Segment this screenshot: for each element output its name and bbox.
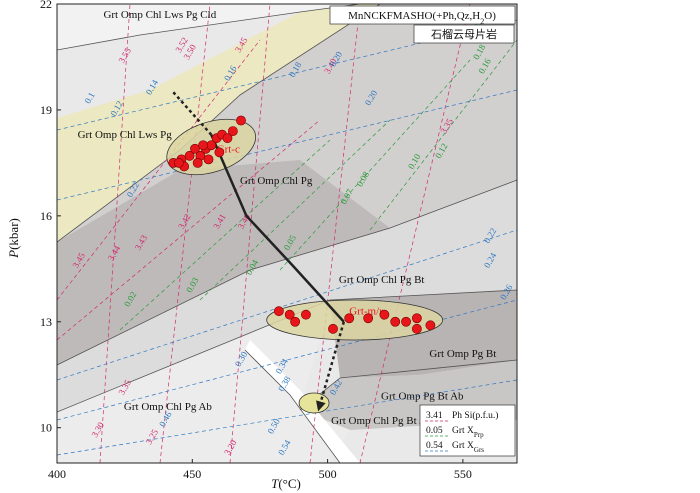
prp-isopleth xyxy=(369,39,517,231)
grt-c-point xyxy=(222,133,233,144)
grs-contour-label: 0.1 xyxy=(82,90,96,105)
legend-value: 3.41 xyxy=(426,411,443,421)
field-label: Grt Omp Chl Pg Ab xyxy=(124,401,213,413)
bt-field xyxy=(57,180,517,412)
ellipse-label: Grt-m/r xyxy=(349,306,383,318)
y-tick-label: 19 xyxy=(40,103,52,117)
grt-mr-point xyxy=(411,313,422,324)
prp-isopleth xyxy=(119,139,331,331)
grt-c-point xyxy=(214,147,225,158)
rock-label: 石榴云母片岩 xyxy=(431,27,497,41)
plot-area: 3.553.523.50 3.453.403.353.45 3.443.433.42… xyxy=(57,4,517,463)
grt-mr-point xyxy=(328,323,338,334)
rock-label-box xyxy=(413,24,515,44)
grt-mr-point xyxy=(301,309,311,320)
grt-mr-point xyxy=(390,316,401,327)
y-tick-label: 22 xyxy=(40,0,52,11)
y-tick-label: 16 xyxy=(40,209,52,223)
prp-isopleth xyxy=(199,119,391,301)
system-label-box xyxy=(329,5,516,25)
grt-c-point xyxy=(173,157,184,168)
grt-mr-point xyxy=(344,313,355,324)
field-label: Grt Omp Chl Lws Pg xyxy=(78,129,173,141)
x-tick-label: 400 xyxy=(48,467,66,481)
field-label: Grt Omp Chl Pg Bt Ab xyxy=(331,415,433,427)
cld-field xyxy=(57,4,360,50)
grt-mr-point xyxy=(401,316,411,327)
grt-mr-point xyxy=(425,320,436,331)
field-label: Grt Omp Pg Bt xyxy=(429,348,496,360)
y-tick-label: 10 xyxy=(40,421,52,435)
boundary-line xyxy=(57,289,517,413)
grt-c-point xyxy=(190,143,200,154)
field-label: Grt Omp Chl Pg xyxy=(240,175,313,187)
grs-isopleth xyxy=(57,89,517,201)
field-label: Grt Omp Chl Lws Pg Cld xyxy=(103,9,216,21)
system-label: MnNCKFMASHO(+Ph,Qz,H2O) xyxy=(348,10,496,26)
grt-c-point xyxy=(184,150,195,161)
grt-mr-point xyxy=(379,309,390,320)
x-axis-label: T(°C) xyxy=(271,476,301,491)
grt-mr-point xyxy=(284,309,295,320)
prp-isopleth xyxy=(279,59,471,271)
grt-c-point xyxy=(203,154,214,165)
x-tick-label: 500 xyxy=(319,467,337,481)
pt-path xyxy=(210,134,345,323)
grt-c-point xyxy=(198,140,209,151)
boundary-line xyxy=(244,349,341,463)
si-isopleth xyxy=(57,119,321,341)
retrograde-path xyxy=(316,321,346,412)
lws-field xyxy=(57,4,380,242)
si-isopleth xyxy=(57,39,261,301)
x-tick-label: 450 xyxy=(183,467,201,481)
field-label: Grt Omp Chl Pg Bt xyxy=(339,274,425,286)
legend-value: 0.54 xyxy=(426,441,443,451)
grs-isopleth xyxy=(57,379,517,456)
y-axis-label: P(kbar) xyxy=(6,218,21,259)
grt-c-point xyxy=(227,126,238,137)
legend-value: 0.05 xyxy=(426,426,443,436)
grt-c-point xyxy=(192,157,203,168)
retrograde-ellipse xyxy=(298,392,330,414)
y-tick-label: 13 xyxy=(40,315,52,329)
grt-c-point xyxy=(236,115,246,126)
grt-mr-point xyxy=(273,306,284,317)
plot-frame xyxy=(56,3,518,464)
grt-mr-point xyxy=(290,316,301,327)
legend-text: Ph Si(p.f.u.) xyxy=(452,410,498,421)
x-tick-label: 550 xyxy=(454,467,472,481)
grs-isopleth xyxy=(57,229,517,381)
boundary-line xyxy=(57,179,517,366)
chlpgab-field xyxy=(57,300,350,463)
legend-box xyxy=(419,404,516,457)
pg-dark-field xyxy=(57,160,390,365)
prp-isopleths xyxy=(119,39,517,331)
grt-mr-point xyxy=(363,313,374,324)
grt-mr-point xyxy=(411,323,422,334)
grs-isopleth xyxy=(57,299,517,421)
grt-mr-ellipse xyxy=(266,299,444,341)
field-label: Grt Omp Pg Bt Ab xyxy=(381,390,464,402)
